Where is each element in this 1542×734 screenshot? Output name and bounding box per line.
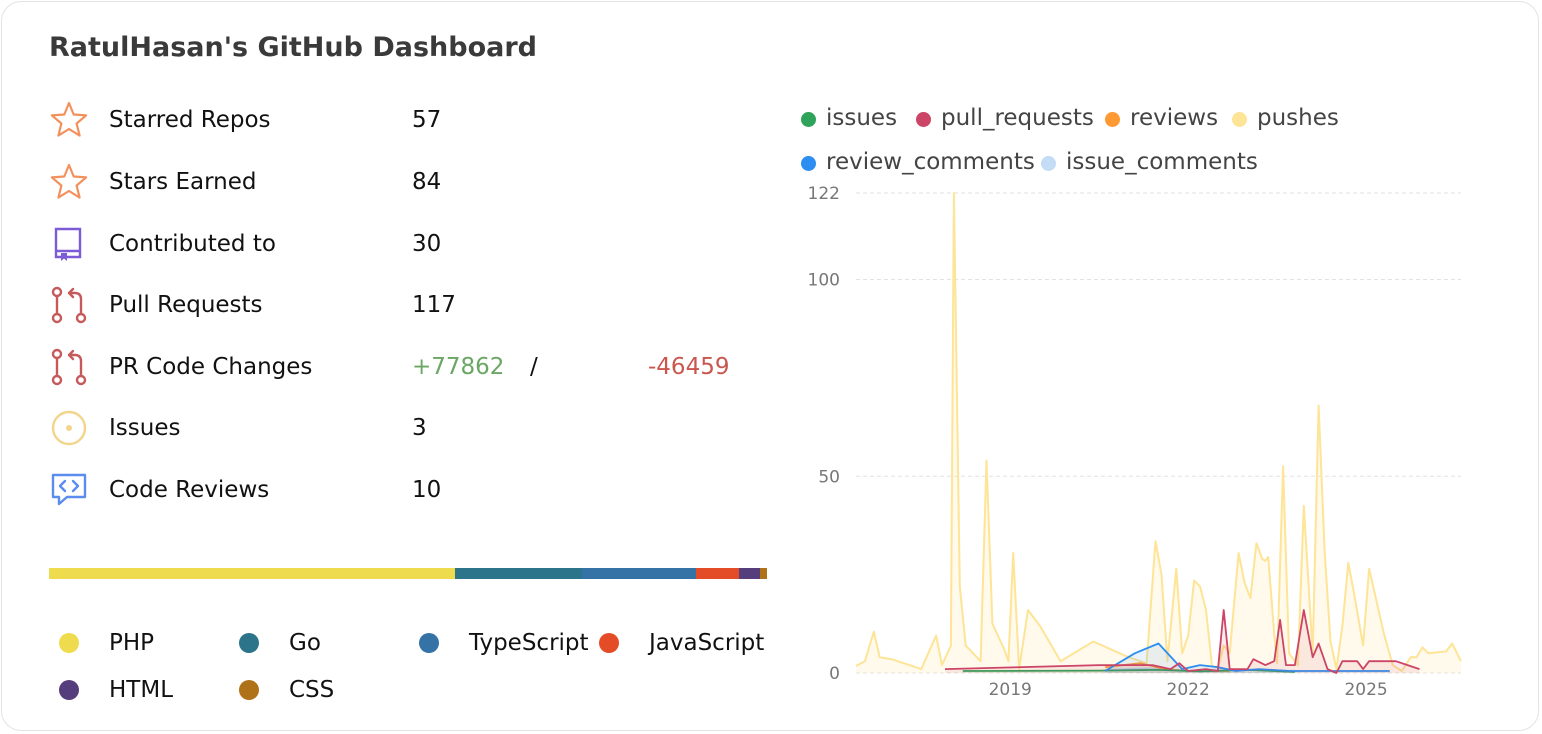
language-dot [59,680,79,700]
stat-row: Contributed to 30 [49,224,769,264]
separator: / [530,354,538,380]
stat-value: 57 [412,107,442,133]
legend-label: issues [826,105,898,131]
language-bar [49,568,767,579]
language-dot [239,680,259,700]
legend-dot [916,112,931,127]
legend-label: review_comments [826,149,1035,175]
legend-dot [801,156,816,171]
stat-row: Issues 3 [49,408,769,448]
issue-icon [49,408,89,448]
stat-row: PR Code Changes +77862 / -46459 [49,347,769,387]
language-segment-css [759,568,767,579]
stat-row: Pull Requests 117 [49,285,769,325]
stat-label: Contributed to [109,231,276,257]
legend-dot [1041,156,1056,171]
legend-dot [801,112,816,127]
language-name: TypeScript [469,630,589,656]
stat-label: Stars Earned [109,169,257,195]
pull-request-icon [49,285,89,325]
stat-value: 30 [412,231,442,257]
legend-dot [1232,112,1247,127]
code-review-icon [49,470,89,510]
language-name: HTML [109,677,174,703]
language-segment-typescript [582,568,696,579]
stat-label: Issues [109,415,181,441]
legend-label: pushes [1257,105,1339,131]
legend-dot [1105,112,1120,127]
language-segment-html [738,568,760,579]
legend-label: pull_requests [941,105,1094,131]
dashboard-title: RatulHasan's GitHub Dashboard [49,32,537,63]
stat-value: 10 [412,477,442,503]
stat-label: Pull Requests [109,292,263,318]
language-name: PHP [109,630,155,656]
language-dot [59,633,79,653]
star-icon [49,162,89,202]
stat-row: Stars Earned 84 [49,162,769,202]
stat-value: 84 [412,169,442,195]
legend-label: reviews [1130,105,1219,131]
stat-value: 117 [412,292,456,318]
language-dot [419,633,439,653]
star-icon [49,100,89,140]
stat-label: PR Code Changes [109,354,313,380]
additions-value: +77862 [412,354,505,380]
stat-label: Code Reviews [109,477,270,503]
language-dot [239,633,259,653]
stat-row: Code Reviews 10 [49,470,769,510]
language-name: Go [289,630,321,656]
language-segment-go [454,568,583,579]
language-segment-php [49,568,455,579]
language-name: JavaScript [649,630,765,656]
deletions-value: -46459 [648,354,730,380]
pull-request-icon [49,347,89,387]
stat-value: 3 [412,415,427,441]
repo-icon [49,224,89,264]
stat-row: Starred Repos 57 [49,100,769,140]
language-name: CSS [289,677,335,703]
language-dot [599,633,619,653]
legend-label: issue_comments [1066,149,1258,175]
stat-label: Starred Repos [109,107,271,133]
language-segment-javascript [695,568,739,579]
